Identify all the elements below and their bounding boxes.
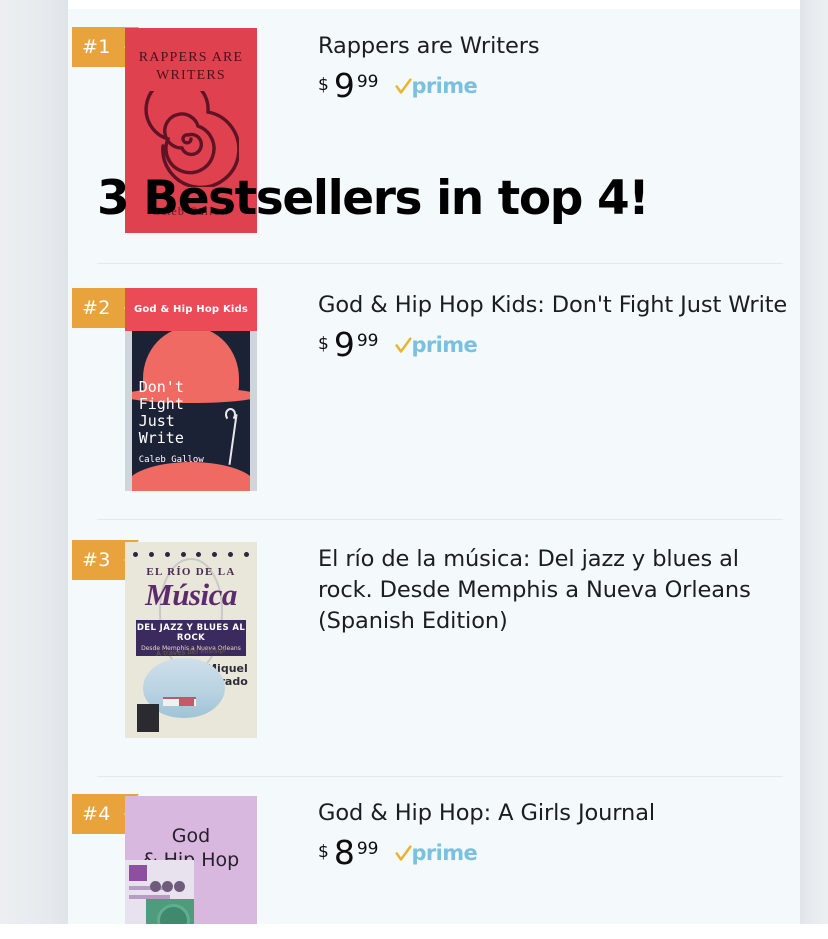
price-fraction: 99 xyxy=(356,72,379,93)
cover-banner: God & Hip Hop Kids xyxy=(125,288,257,331)
book-cover-image[interactable]: RAPPERS ARE WRITERS Caleb Gallow xyxy=(125,28,257,233)
dot-row-decoration xyxy=(132,551,250,559)
item-divider xyxy=(97,776,783,777)
price-currency: $ xyxy=(318,842,329,863)
prime-label: prime xyxy=(411,333,478,358)
cover-kicker-text: EL RÍO DE LA xyxy=(146,565,236,578)
price-whole: 9 xyxy=(333,66,355,106)
price-fraction: 99 xyxy=(356,839,379,860)
list-item[interactable]: #3 EL RÍO DE LA Música DEL JAZZ Y BLUES … xyxy=(68,520,800,778)
price-fraction: 99 xyxy=(356,331,379,352)
cover-author-text: Caleb Gallow xyxy=(151,203,231,218)
item-info: God & Hip Hop Kids: Don't Fight Just Wri… xyxy=(318,290,788,365)
page-gutter-left xyxy=(0,0,68,939)
book-title[interactable]: El río de la música: Del jazz y blues al… xyxy=(318,546,751,635)
cover-title-text: Música xyxy=(145,577,237,613)
check-icon xyxy=(395,845,413,861)
cover-title-text: Don't Fight Just Write xyxy=(138,377,184,448)
boat-hull-shape xyxy=(163,696,196,706)
list-item[interactable]: #4 God & Hip Hop God & Hip Hop: A Girls … xyxy=(68,777,800,939)
check-icon xyxy=(395,337,413,353)
hat-brim-shape xyxy=(131,388,251,403)
price-row: $ 9 99 prime xyxy=(318,325,788,365)
mixer-pad-shape xyxy=(129,865,147,882)
price-row: $ 9 99 prime xyxy=(318,66,788,106)
mixer-knob-icon xyxy=(162,881,174,893)
price-currency: $ xyxy=(318,334,329,355)
prime-badge: prime xyxy=(395,841,478,866)
book-cover-image[interactable]: God & Hip Hop xyxy=(125,796,257,939)
prime-badge: prime xyxy=(395,74,478,99)
price-whole: 9 xyxy=(333,325,355,365)
mixer-knob-icon xyxy=(174,881,186,893)
price: $ 9 99 xyxy=(318,325,379,365)
item-divider xyxy=(97,263,783,264)
price-row: $ 8 99 prime xyxy=(318,833,788,873)
item-info: Rappers are Writers $ 9 99 prime xyxy=(318,31,788,106)
book-title[interactable]: God & Hip Hop Kids: Don't Fight Just Wri… xyxy=(318,292,788,318)
item-divider xyxy=(97,519,783,520)
list-item[interactable]: #1 RAPPERS ARE WRITERS Caleb Gallow Rapp… xyxy=(68,0,800,265)
cover-ribbon: DEL JAZZ Y BLUES AL ROCK Desde Memphis a… xyxy=(135,620,247,657)
prime-badge: prime xyxy=(395,333,478,358)
price: $ 9 99 xyxy=(318,66,379,106)
price-whole: 8 xyxy=(333,833,355,873)
check-icon xyxy=(395,78,413,94)
mixer-knob-icon xyxy=(149,881,161,893)
prime-label: prime xyxy=(411,841,478,866)
item-info: God & Hip Hop: A Girls Journal $ 8 99 pr… xyxy=(318,798,788,873)
mixer-slider-shape xyxy=(129,886,171,891)
cover-inner-panel: Don't Fight Just Write Caleb Gallow xyxy=(131,330,251,491)
book-cover-image[interactable]: God & Hip Hop Kids Don't Fight Just Writ… xyxy=(125,288,257,491)
top-white-strip xyxy=(68,0,800,9)
publisher-logo xyxy=(136,704,159,733)
prime-label: prime xyxy=(411,74,478,99)
microphone-stand-icon xyxy=(228,414,238,466)
bottom-white-strip xyxy=(0,924,828,939)
headline-overlay: 3 Bestsellers in top 4! xyxy=(97,171,650,226)
microphone-head-icon xyxy=(225,407,237,421)
price: $ 8 99 xyxy=(318,833,379,873)
cover-author-text: Caleb Gallow xyxy=(138,455,204,466)
page-gutter-right xyxy=(800,0,828,939)
book-cover-image[interactable]: EL RÍO DE LA Música DEL JAZZ Y BLUES AL … xyxy=(125,542,257,738)
book-title[interactable]: God & Hip Hop: A Girls Journal xyxy=(318,800,656,826)
item-info: El río de la música: Del jazz y blues al… xyxy=(318,544,793,637)
price-currency: $ xyxy=(318,75,329,96)
mixer-slider-shape xyxy=(129,894,171,899)
spiral-icon xyxy=(144,90,239,187)
bottom-shape xyxy=(131,462,251,491)
book-title[interactable]: Rappers are Writers xyxy=(318,33,540,59)
list-item[interactable]: #2 God & Hip Hop Kids Don't Fight Just W… xyxy=(68,264,800,522)
paddle-wheel-shape xyxy=(179,697,195,707)
cover-title-text: RAPPERS ARE WRITERS xyxy=(138,49,244,84)
